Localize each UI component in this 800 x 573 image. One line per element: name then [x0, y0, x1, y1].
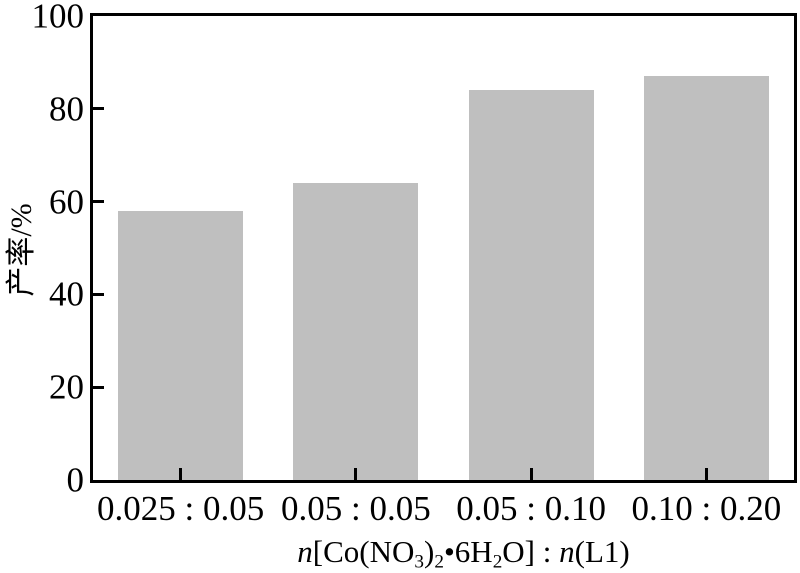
- x-axis-label-part: n: [559, 534, 575, 569]
- bar-0.025 : 0.05: [118, 210, 244, 480]
- bar-0.10 : 0.20: [643, 76, 769, 480]
- bar-0.05 : 0.05: [293, 183, 419, 480]
- y-tick-mark: [93, 200, 104, 204]
- x-axis-label-part: 2: [434, 551, 444, 573]
- y-tick-label: 80: [49, 89, 84, 129]
- y-tick-label: 40: [49, 274, 84, 314]
- y-tick-mark: [93, 292, 104, 296]
- y-tick-label: 0: [66, 460, 85, 500]
- y-tick-mark: [93, 385, 104, 389]
- x-axis-label-part: (L1): [574, 534, 630, 569]
- x-axis-label-part: n: [297, 534, 313, 569]
- x-axis-label-part: •6H: [443, 534, 493, 569]
- x-tick-label: 0.05 : 0.05: [281, 489, 431, 528]
- x-tick-mark: [354, 468, 358, 480]
- x-axis-label-part: ): [424, 534, 435, 569]
- x-axis-label-part: 3: [414, 551, 424, 573]
- y-tick-label: 20: [49, 367, 84, 407]
- plot-area: [90, 13, 797, 483]
- y-tick-mark: [93, 107, 104, 111]
- x-tick-mark: [704, 468, 708, 480]
- x-tick-label: 0.025 : 0.05: [97, 489, 265, 528]
- x-axis-label: n[Co(NO3)2•6H2O] : n(L1): [110, 534, 800, 573]
- x-axis-label-part: O] :: [502, 534, 560, 569]
- x-tick-label: 0.10 : 0.20: [631, 489, 782, 528]
- bar-0.05 : 0.10: [468, 90, 594, 480]
- x-tick-mark: [179, 468, 183, 480]
- y-tick-label: 100: [31, 0, 85, 36]
- x-axis-label-part: [Co(NO: [312, 534, 415, 569]
- x-tick-mark: [529, 468, 533, 480]
- x-axis-label-part: 2: [492, 551, 503, 573]
- y-tick-label: 60: [49, 182, 84, 222]
- x-tick-label: 0.05 : 0.10: [456, 489, 606, 528]
